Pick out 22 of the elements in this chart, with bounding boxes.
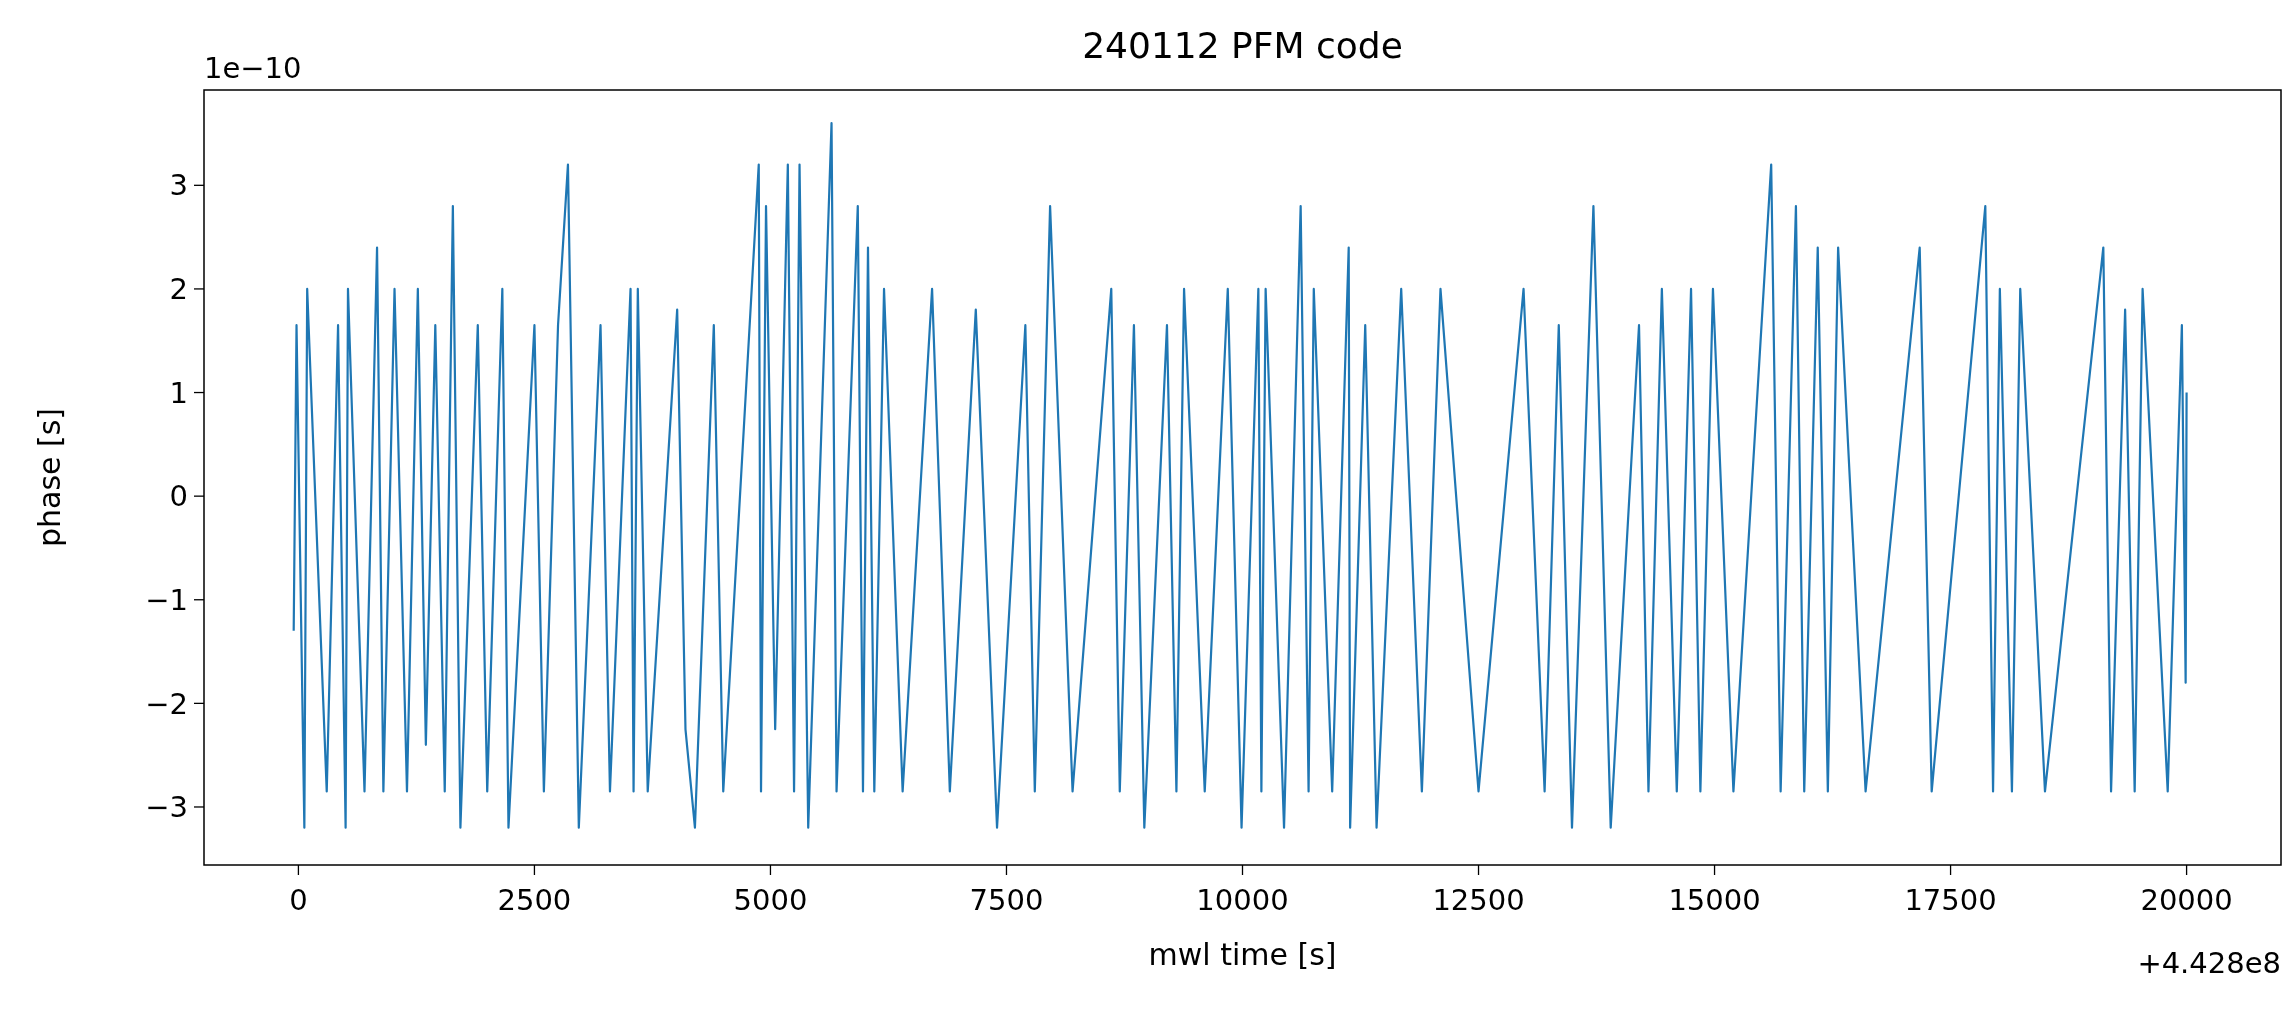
y-tick-label: 2	[169, 272, 188, 307]
line-series	[292, 122, 2188, 829]
x-tick-label: 10000	[1196, 883, 1289, 917]
x-tick-label: 15000	[1668, 883, 1761, 917]
text: 1e−10	[204, 51, 302, 85]
y-tick-label: 0	[169, 479, 188, 514]
y-tick-label: −1	[145, 582, 188, 617]
y-axis-title: phase [s]	[32, 407, 67, 548]
y-tick-label: −3	[145, 790, 188, 825]
x-tick-label: 7500	[969, 883, 1044, 917]
x-axis-title: mwl time [s]	[1148, 937, 1337, 972]
x-tick-label: 12500	[1432, 883, 1525, 917]
y-tick-label: 1	[169, 375, 188, 410]
text: +4.428e8	[2137, 946, 2281, 980]
x-tick-label: 5000	[733, 883, 808, 917]
x-tick-label: 2500	[497, 883, 572, 917]
chart-title: 240112 PFM code	[1082, 25, 1403, 66]
x-tick-label: 20000	[2140, 883, 2233, 917]
x-tick-label: 0	[289, 883, 308, 917]
x-tick-label: 17500	[1904, 883, 1997, 917]
y-tick-label: −2	[145, 686, 188, 721]
y-tick-label: 3	[169, 168, 188, 203]
